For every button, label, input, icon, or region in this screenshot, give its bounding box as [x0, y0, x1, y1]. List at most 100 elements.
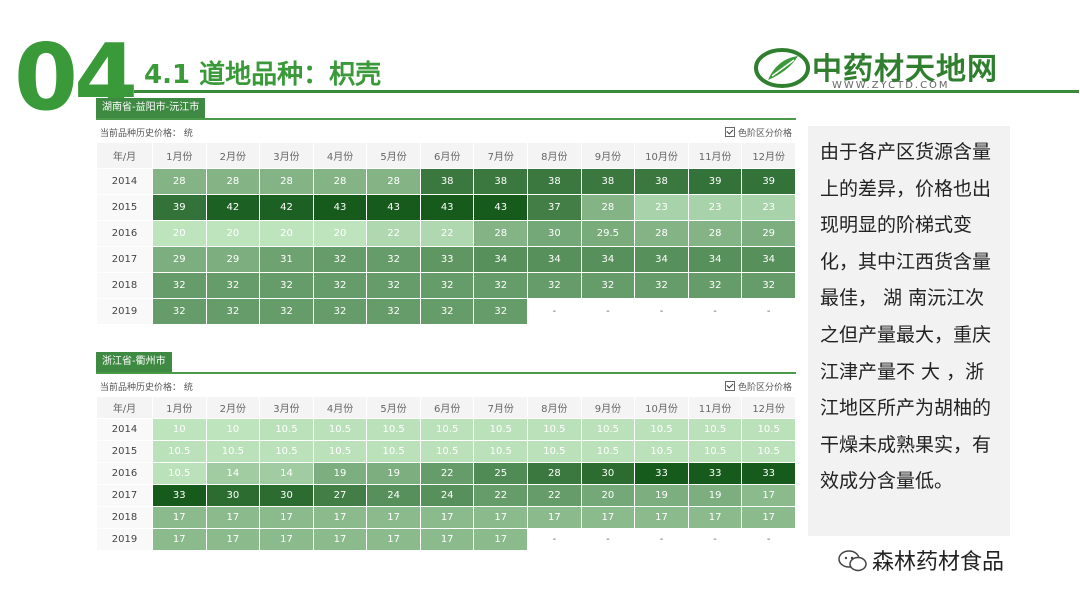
price-cell: 10.5 [527, 440, 582, 463]
price-cell: 17 [259, 528, 314, 551]
price-cell: 10.5 [259, 440, 314, 463]
price-cell: 14 [259, 462, 314, 485]
year-cell: 2019 [96, 528, 153, 551]
price-cell: 19 [366, 462, 421, 485]
price-cell: 32 [366, 272, 421, 299]
price-cell: 17 [741, 484, 796, 507]
month-header: 10月份 [634, 142, 689, 169]
price-cell: 43 [366, 194, 421, 221]
month-header: 3月份 [259, 142, 314, 169]
panel-subheader: 当前品种历史价格： 统 色阶区分价格 [96, 374, 796, 396]
month-header: 9月份 [580, 396, 636, 419]
price-cell: 29 [205, 246, 261, 273]
year-cell: 2015 [96, 194, 153, 221]
description-box: 由于各产区货源含量上的差异，价格也出现明显的阶梯式变化，其中江西货含量最佳， 湖… [808, 126, 1010, 536]
price-cell: 32 [527, 272, 582, 299]
price-cell: 19 [312, 462, 368, 485]
price-cell: 32 [366, 298, 421, 325]
price-cell: 17 [205, 528, 261, 551]
price-panel-zhejiang: 浙江省-衢州市 当前品种历史价格： 统 色阶区分价格 年/月 1月份 2月份 3月份 4… [96, 352, 796, 551]
month-header: 7月份 [473, 142, 529, 169]
slide-title: 4.1 道地品种：枳壳 [144, 60, 382, 90]
price-cell: 39 [687, 168, 743, 195]
wechat-account-name: 森林药材食品 [872, 550, 1005, 575]
price-cell: 32 [741, 272, 796, 299]
price-cell: 22 [527, 484, 582, 507]
checkbox-checked-icon[interactable] [724, 381, 735, 391]
month-header: 8月份 [527, 396, 582, 419]
price-cell: 32 [152, 272, 207, 299]
month-header: 10月份 [634, 396, 689, 419]
table-row: 2014 28 28 28 28 28 38 38 38 38 38 39 39 [96, 168, 796, 195]
price-cell: 20 [259, 220, 314, 247]
price-cell: 10.5 [580, 418, 636, 441]
price-cell: - [687, 528, 743, 551]
brand-logo: 中药材天地网 WWW.ZYCTD.COM [754, 44, 1080, 94]
price-cell: - [527, 528, 582, 551]
price-cell: 34 [580, 246, 636, 273]
price-cell: 33 [634, 462, 689, 485]
month-header: 11月份 [687, 396, 743, 419]
month-header: 5月份 [366, 396, 421, 419]
month-header: 5月份 [366, 142, 421, 169]
price-cell: 34 [473, 246, 529, 273]
price-cell: 31 [259, 246, 314, 273]
price-cell: 37 [527, 194, 582, 221]
price-cell: 38 [580, 168, 636, 195]
month-header: 3月份 [259, 396, 314, 419]
price-cell: 32 [312, 246, 368, 273]
price-cell: 20 [205, 220, 261, 247]
price-cell: 29 [741, 220, 796, 247]
year-cell: 2019 [96, 298, 153, 325]
year-cell: 2014 [96, 418, 153, 441]
price-cell: 24 [366, 484, 421, 507]
table-header-row: 年/月 1月份 2月份 3月份 4月份 5月份 6月份 7月份 8月份 9月份 10月份 11月份 12… [96, 142, 796, 169]
price-cell: 10.5 [473, 418, 529, 441]
price-cell: 32 [259, 272, 314, 299]
price-cell: 34 [741, 246, 796, 273]
price-cell: 20 [580, 484, 636, 507]
price-cell: 10.5 [152, 462, 207, 485]
price-cell: 43 [312, 194, 368, 221]
price-cell: 34 [687, 246, 743, 273]
price-cell: 42 [259, 194, 314, 221]
month-header: 9月份 [580, 142, 636, 169]
region-tag: 湖南省-益阳市-沅江市 [96, 98, 206, 118]
month-header: 2月份 [205, 396, 261, 419]
price-cell: 32 [419, 298, 475, 325]
price-cell: 23 [634, 194, 689, 221]
price-cell: 33 [419, 246, 475, 273]
price-cell: 17 [687, 506, 743, 529]
table-row: 2016 20 20 20 20 22 22 28 30 29.5 28 28 29 [96, 220, 796, 247]
price-cell: 10.5 [259, 418, 314, 441]
price-cell: 38 [419, 168, 475, 195]
price-cell: 32 [580, 272, 636, 299]
checkbox-checked-icon[interactable] [724, 127, 735, 137]
table-row: 2017 33 30 30 27 24 24 22 22 20 19 19 17 [96, 484, 796, 507]
price-cell: 22 [473, 484, 529, 507]
price-cell: 17 [473, 506, 529, 529]
month-header: 6月份 [419, 142, 475, 169]
price-cell: 28 [473, 220, 529, 247]
price-cell: 30 [259, 484, 314, 507]
year-month-header: 年/月 [96, 396, 153, 419]
price-cell: 32 [687, 272, 743, 299]
price-cell: 17 [580, 506, 636, 529]
price-cell: 10.5 [741, 418, 796, 441]
price-cell: 22 [419, 462, 475, 485]
price-cell: 28 [634, 220, 689, 247]
price-cell: 10.5 [687, 440, 743, 463]
price-cell: 17 [152, 528, 207, 551]
color-scale-toggle[interactable]: 色阶区分价格 [724, 380, 792, 393]
price-cell: 10.5 [366, 418, 421, 441]
color-scale-toggle[interactable]: 色阶区分价格 [724, 126, 792, 139]
price-cell: 14 [205, 462, 261, 485]
price-cell: 17 [366, 528, 421, 551]
price-cell: 17 [634, 506, 689, 529]
price-cell: 32 [259, 298, 314, 325]
year-cell: 2014 [96, 168, 153, 195]
price-cell: 38 [634, 168, 689, 195]
price-cell: 10 [152, 418, 207, 441]
price-cell: - [634, 298, 689, 325]
price-cell: 38 [473, 168, 529, 195]
